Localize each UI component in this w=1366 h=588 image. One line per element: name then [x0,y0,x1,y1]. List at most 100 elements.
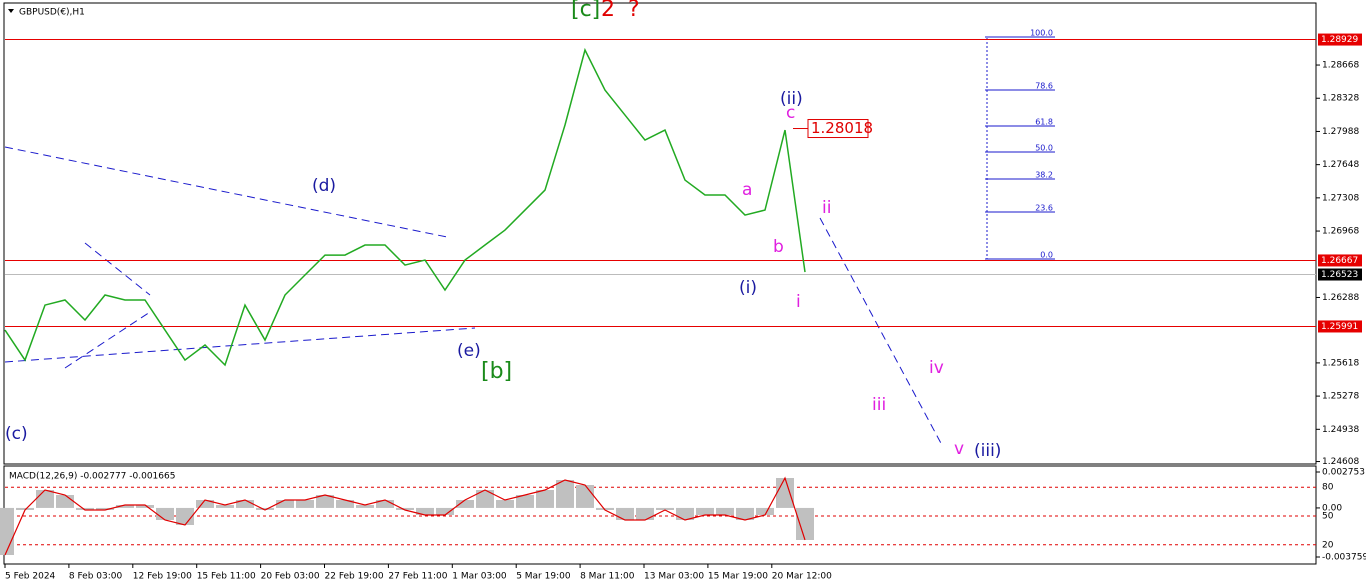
macd-bar [196,499,214,508]
level-label: 1.26667 [1321,256,1358,266]
macd-bar [556,480,574,508]
macd-level-label: 80 [1322,483,1334,493]
macd-bar [736,507,754,520]
projection [819,217,944,448]
macd-bar [776,478,794,508]
macd-tick-label: 0.00 [1322,503,1342,513]
wave-label: 2 [601,0,615,22]
macd-bar [516,494,534,508]
wave-label: (c) [5,424,28,444]
fib-label: 23.6 [1035,204,1053,213]
time-label: 12 Feb 19:00 [133,572,192,582]
level-tag [1318,268,1362,281]
macd-bar [116,504,134,508]
price-tick-label: 1.27988 [1322,127,1359,137]
wave-label: (e) [457,341,481,361]
wave-label: (i) [739,278,757,298]
macd-level-label: 50 [1322,512,1334,522]
wave-label: b [773,237,784,257]
level-tag [1318,320,1362,333]
wave-label: iii [872,395,886,415]
macd-bar [296,499,314,508]
macd-title: MACD(12,26,9) -0.002777 -0.001665 [9,472,175,482]
macd-bar [656,507,674,510]
macd-bar [496,499,514,508]
macd-bar [76,507,94,510]
price-tick-label: 1.27648 [1322,160,1359,170]
time-label: 5 Feb 2024 [5,572,56,582]
fib-label: 0.0 [1040,251,1053,260]
fib-label: 100.0 [1030,29,1053,38]
macd-bar [596,507,614,510]
wave-label: (ii) [780,89,803,109]
wave-label: [b] [481,359,512,384]
price-tick-label: 1.25278 [1322,392,1359,402]
level-tag [1318,33,1362,46]
trendline [4,146,448,238]
wave-label: iv [929,358,944,378]
macd-bar [616,507,634,520]
macd-bar [316,494,334,508]
macd-bar [696,507,714,515]
macd-bar [476,489,494,508]
price-tick-label: 1.24938 [1322,425,1359,435]
fib-label: 50.0 [1035,144,1053,153]
wave-label: [c] [571,0,600,22]
callout-label: 1.28018 [811,119,873,137]
macd-bar [456,499,474,508]
price-tick-label: 1.25618 [1322,358,1359,368]
price-tick-label: 1.26288 [1322,293,1359,303]
macd-tick-label: 0.002753 [1322,468,1365,478]
time-label: 15 Feb 11:00 [197,572,256,582]
macd-bar [56,494,74,508]
macd-bar [536,489,554,508]
price-line [4,47,806,367]
price-tick-label: 1.24608 [1322,457,1359,467]
trendline [64,311,151,369]
price-tick-label: 1.26968 [1322,227,1359,237]
fib-label: 61.8 [1035,118,1053,127]
time-label: 20 Mar 12:00 [772,572,832,582]
level-tag [1318,254,1362,267]
fib-label: 38.2 [1035,171,1053,180]
macd-bar [156,507,174,520]
macd-bar [16,507,34,510]
main-panel [3,2,1317,465]
time-label: 13 Mar 03:00 [644,572,704,582]
macd-bar [36,489,54,508]
macd-line [4,476,806,556]
macd-bar [236,499,254,508]
wave-label: ? [628,0,640,22]
time-label: 1 Mar 03:00 [452,572,507,582]
macd-bar [0,507,14,555]
wave-label: (d) [312,176,336,196]
wave-label: i [796,292,801,312]
level-label: 1.25991 [1321,322,1358,332]
wave-label: a [742,180,752,200]
macd-bar [336,499,354,508]
macd-bar [376,499,394,508]
level-label: 1.28929 [1321,35,1358,45]
macd-level-label: 20 [1322,540,1334,550]
wave-label: v [954,439,964,459]
symbol-title: GBPUSD(€),H1 [19,8,85,18]
wave-label: ii [822,198,831,218]
macd-bar [436,507,454,515]
price-tick-label: 1.27308 [1322,193,1359,203]
macd-bar [716,507,734,515]
time-label: 8 Mar 11:00 [580,572,635,582]
macd-bar [416,507,434,515]
macd-bar [136,504,154,508]
trendlines [4,146,944,448]
time-label: 27 Feb 11:00 [388,572,447,582]
time-label: 20 Feb 03:00 [261,572,320,582]
menu-arrow[interactable] [8,9,14,13]
trendline [4,327,476,363]
macd-bar [636,507,654,520]
macd-bar [576,485,594,508]
price-tick-label: 1.28668 [1322,61,1359,71]
time-label: 8 Feb 03:00 [69,572,123,582]
macd-bar [276,499,294,508]
wave-label: (iii) [974,441,1001,461]
